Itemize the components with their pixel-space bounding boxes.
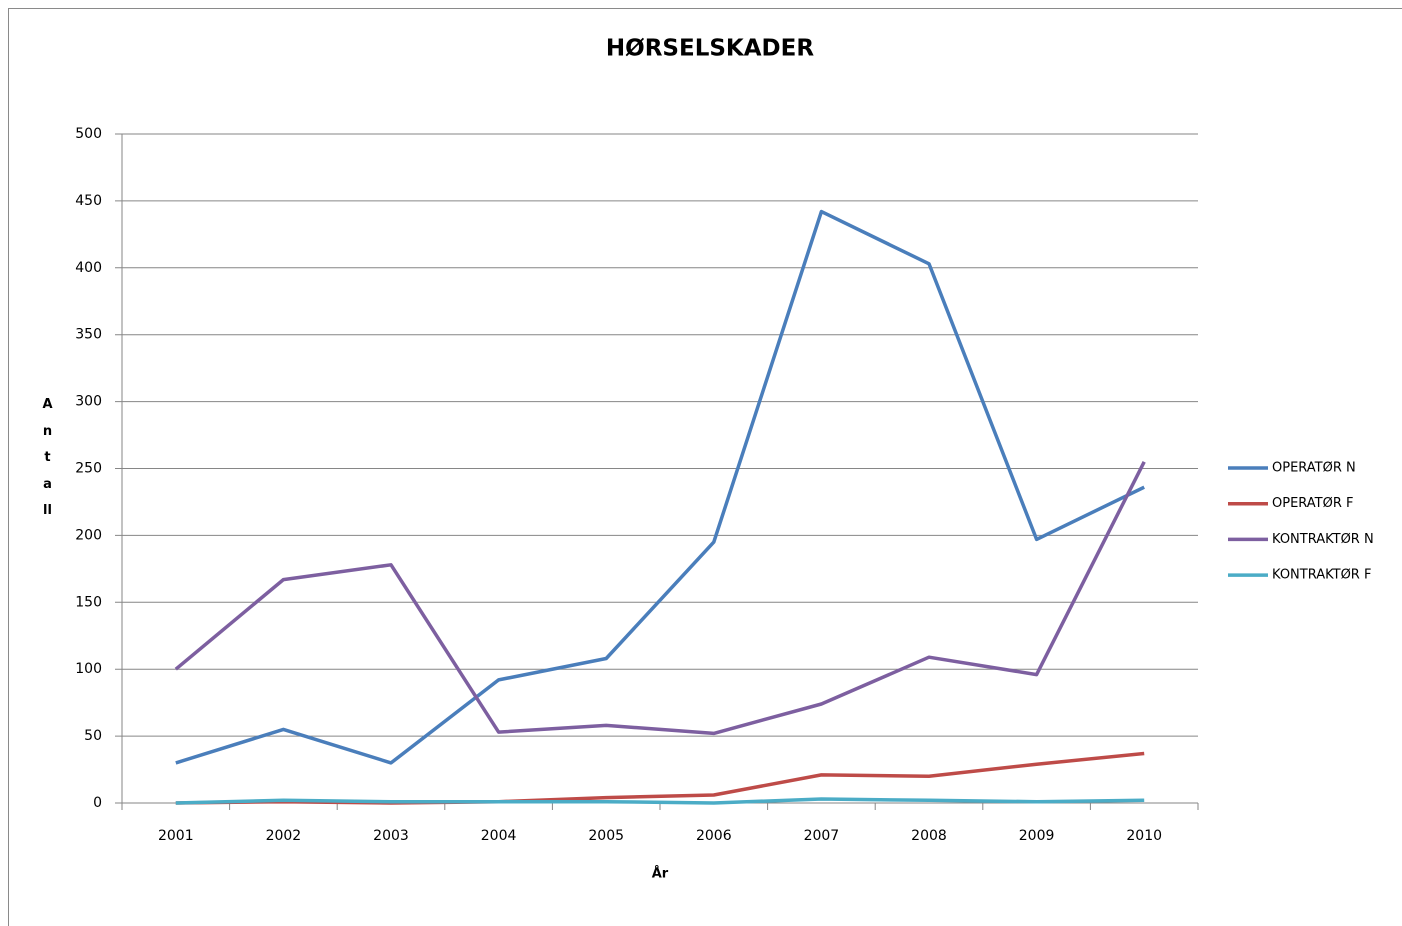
x-tick-label: 2005 xyxy=(588,828,624,844)
x-tick-label: 2004 xyxy=(481,828,517,844)
chart-title: HØRSELSKADER xyxy=(606,36,814,62)
legend-label: OPERATØR F xyxy=(1272,496,1354,511)
x-tick-label: 2002 xyxy=(266,828,302,844)
legend-label: OPERATØR N xyxy=(1272,461,1356,476)
y-axis-label: Antall xyxy=(42,397,53,518)
x-tick-label: 2008 xyxy=(911,828,947,844)
y-tick-label: 350 xyxy=(75,327,102,343)
y-tick-label: 300 xyxy=(75,394,102,410)
x-tick-label: 2007 xyxy=(804,828,840,844)
y-tick-label: 0 xyxy=(93,795,102,811)
chart-frame xyxy=(8,8,1402,926)
legend-label: KONTRAKTØR N xyxy=(1272,532,1374,547)
y-tick-label: 400 xyxy=(75,260,102,276)
y-tick-label: 200 xyxy=(75,527,102,543)
y-tick-label: 100 xyxy=(75,661,102,677)
y-tick-label: 250 xyxy=(75,461,102,477)
series-line xyxy=(175,209,1145,765)
y-tick-label: 450 xyxy=(75,193,102,209)
series-line xyxy=(175,797,1145,805)
legend-label: KONTRAKTØR F xyxy=(1272,568,1371,583)
y-tick-label: 150 xyxy=(75,594,102,610)
y-tick-label: 50 xyxy=(84,728,102,744)
x-tick-label: 2003 xyxy=(373,828,409,844)
x-axis-label: År xyxy=(652,866,669,882)
series-line xyxy=(174,461,1146,736)
x-tick-label: 2006 xyxy=(696,828,732,844)
x-tick-label: 2001 xyxy=(158,828,194,844)
y-tick-label: 500 xyxy=(75,126,102,142)
x-tick-label: 2009 xyxy=(1019,828,1055,844)
x-tick-label: 2010 xyxy=(1126,828,1162,844)
